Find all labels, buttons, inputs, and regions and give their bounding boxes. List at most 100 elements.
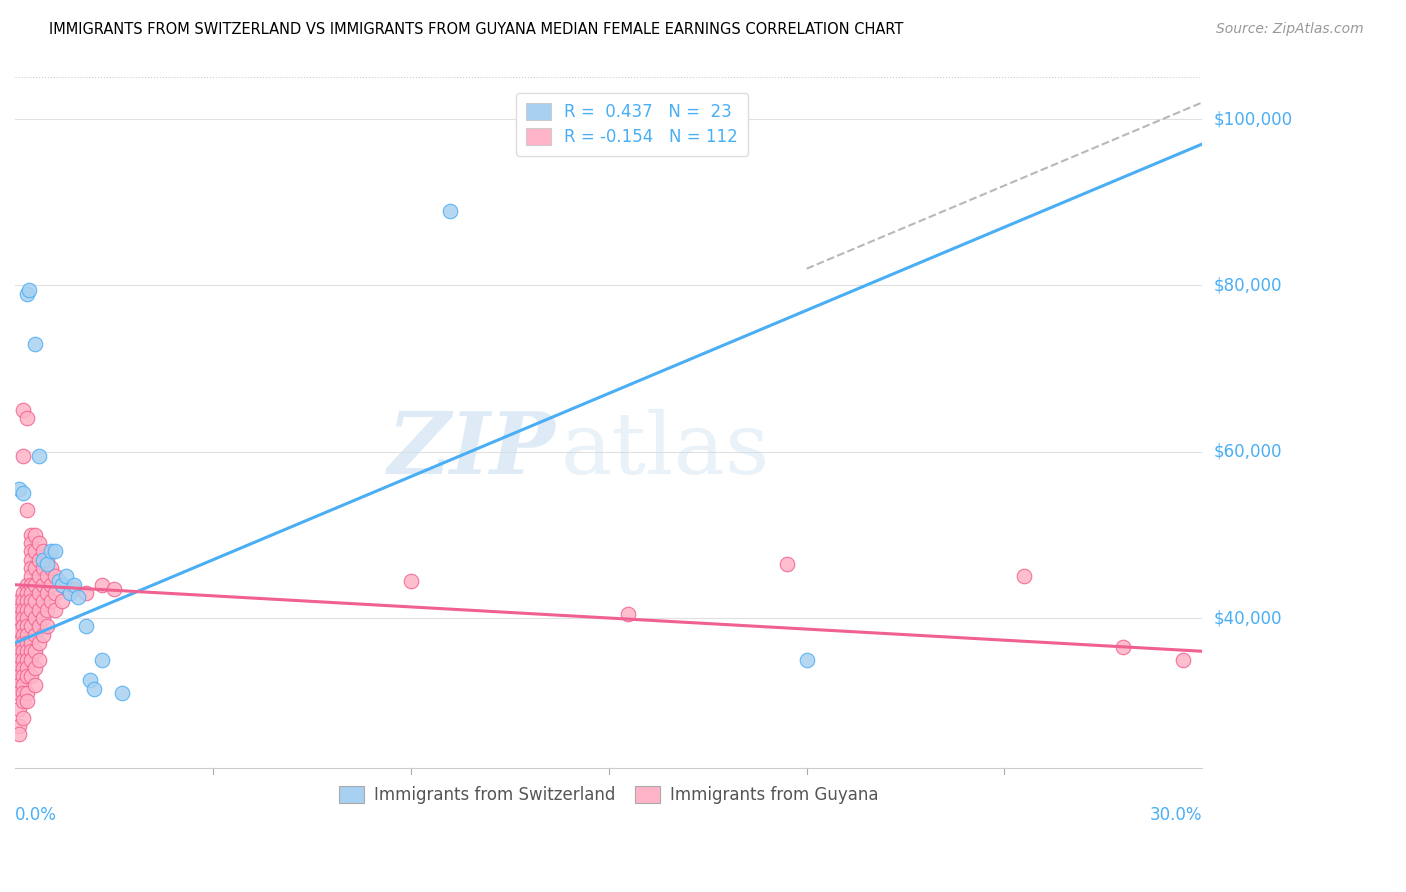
Point <box>11 586 34 600</box>
Point <box>7 727 30 741</box>
Point <box>59 586 82 600</box>
Point <box>24 544 46 558</box>
Point <box>31 553 53 567</box>
Point <box>11 661 34 675</box>
Point <box>20 594 42 608</box>
Point <box>11 611 34 625</box>
Point <box>15 411 38 425</box>
Point <box>35 586 58 600</box>
Point <box>24 627 46 641</box>
Point <box>63 582 86 596</box>
Point <box>24 336 46 351</box>
Point <box>28 636 51 650</box>
Point <box>796 652 818 666</box>
Point <box>24 677 46 691</box>
Point <box>15 619 38 633</box>
Point <box>39 544 62 558</box>
Point <box>39 561 62 575</box>
Point <box>11 486 34 500</box>
Point <box>7 644 30 658</box>
Point <box>7 669 30 683</box>
Point <box>15 503 38 517</box>
Point <box>11 603 34 617</box>
Point <box>31 544 53 558</box>
Point <box>7 624 30 638</box>
Point <box>103 582 125 596</box>
Text: ZIP: ZIP <box>388 409 555 491</box>
Point <box>7 702 30 716</box>
Point <box>28 619 51 633</box>
Point <box>439 203 461 218</box>
Point <box>20 644 42 658</box>
Point <box>7 482 30 496</box>
Point <box>51 594 73 608</box>
Point <box>15 652 38 666</box>
Point <box>15 694 38 708</box>
Point <box>35 603 58 617</box>
Point <box>7 677 30 691</box>
Point <box>11 677 34 691</box>
Point <box>28 553 51 567</box>
Point <box>55 569 77 583</box>
Point <box>20 528 42 542</box>
Point <box>11 594 34 608</box>
Point <box>75 586 97 600</box>
Point <box>617 607 640 621</box>
Text: $40,000: $40,000 <box>1213 609 1282 627</box>
Point <box>15 644 38 658</box>
Point <box>24 594 46 608</box>
Point <box>35 619 58 633</box>
Point <box>67 591 90 605</box>
Point <box>11 669 34 683</box>
Point <box>7 661 30 675</box>
Point <box>18 283 41 297</box>
Point <box>31 578 53 592</box>
Text: 30.0%: 30.0% <box>1150 805 1202 823</box>
Text: 0.0%: 0.0% <box>15 805 56 823</box>
Point <box>11 403 34 417</box>
Point <box>20 603 42 617</box>
Point <box>51 578 73 592</box>
Point <box>7 611 30 625</box>
Point <box>20 544 42 558</box>
Point <box>15 661 38 675</box>
Point <box>776 557 799 571</box>
Point <box>91 652 114 666</box>
Point <box>51 578 73 592</box>
Point <box>15 586 38 600</box>
Point <box>20 536 42 550</box>
Point <box>44 569 66 583</box>
Point <box>15 686 38 700</box>
Point <box>11 644 34 658</box>
Legend: Immigrants from Switzerland, Immigrants from Guyana: Immigrants from Switzerland, Immigrants … <box>332 780 886 811</box>
Point <box>7 719 30 733</box>
Point <box>15 594 38 608</box>
Point <box>83 681 105 696</box>
Point <box>24 611 46 625</box>
Point <box>28 536 51 550</box>
Point <box>20 636 42 650</box>
Point <box>20 553 42 567</box>
Point <box>28 603 51 617</box>
Point <box>44 586 66 600</box>
Point <box>44 603 66 617</box>
Point <box>111 686 134 700</box>
Point <box>11 686 34 700</box>
Text: $100,000: $100,000 <box>1213 110 1292 128</box>
Point <box>31 627 53 641</box>
Text: IMMIGRANTS FROM SWITZERLAND VS IMMIGRANTS FROM GUYANA MEDIAN FEMALE EARNINGS COR: IMMIGRANTS FROM SWITZERLAND VS IMMIGRANT… <box>49 22 904 37</box>
Text: $60,000: $60,000 <box>1213 442 1282 460</box>
Point <box>11 636 34 650</box>
Point <box>15 603 38 617</box>
Point <box>15 627 38 641</box>
Point <box>7 636 30 650</box>
Point <box>24 644 46 658</box>
Point <box>28 449 51 463</box>
Point <box>20 578 42 592</box>
Point <box>20 569 42 583</box>
Point <box>35 569 58 583</box>
Point <box>39 594 62 608</box>
Point <box>1171 652 1194 666</box>
Point <box>11 711 34 725</box>
Point <box>1112 640 1135 654</box>
